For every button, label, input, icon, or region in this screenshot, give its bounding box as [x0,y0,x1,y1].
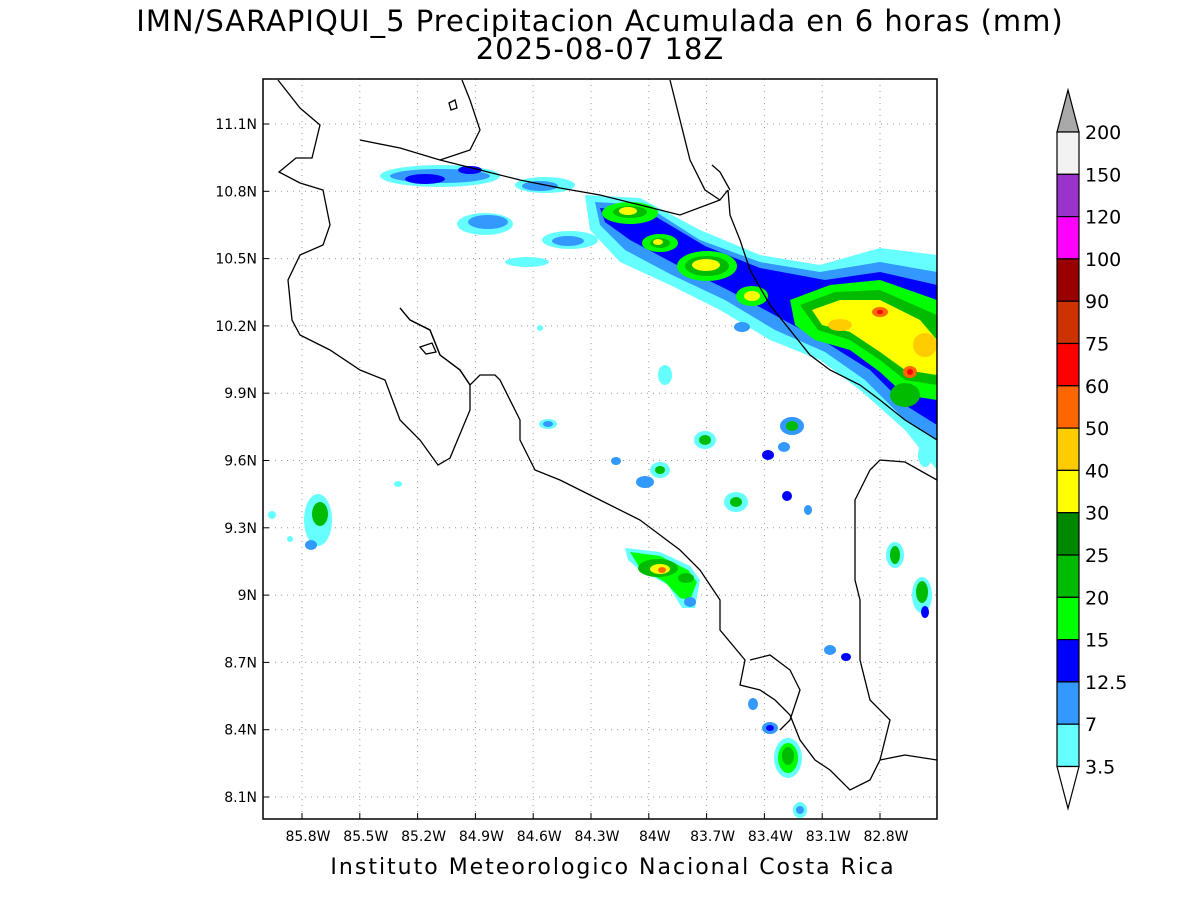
colorbar-label: 40 [1085,460,1109,482]
colorbar-swatch [1056,512,1080,556]
colorbar-label: 7 [1085,714,1097,736]
colorbar-label: 12.5 [1085,672,1127,694]
latitude-axis: 11.1N 10.8N 10.5N 10.2N 9.9N 9.6N 9.3N 9N 8.7N 8.… [215,117,269,806]
colorbar-swatch [1056,131,1080,175]
lat-tick-label: 10.5N [215,252,257,268]
lon-tick-label: 83.1W [806,829,851,845]
lat-tick-label: 8.1N [224,790,257,806]
colorbar-swatch [1056,427,1080,472]
colorbar-label: 75 [1085,334,1109,356]
colorbar-label: 120 [1085,207,1121,229]
colorbar-swatch [1056,258,1080,302]
lat-tick-label: 10.2N [215,319,257,335]
colorbar-label: 25 [1085,545,1109,567]
colorbar-bottom-arrow [1056,765,1080,811]
lat-tick-label: 9.6N [224,454,257,470]
lon-tick-label: 84.3W [574,829,619,845]
colorbar-swatch [1056,342,1080,387]
lat-tick-label: 10.8N [215,184,257,200]
colorbar-swatch [1056,385,1080,429]
colorbar-swatch [1056,596,1080,641]
colorbar-label: 50 [1085,418,1109,440]
coastline-lines [277,79,937,791]
lon-tick-label: 83.4W [748,829,793,845]
longitude-axis: 85.8W 85.5W 85.2W 84.9W 84.6W 84.3W 84W 83.7W 83… [285,813,909,845]
colorbar-label: 20 [1085,587,1109,609]
colorbar-label: 100 [1085,249,1121,271]
map-grid [263,79,937,819]
colorbar-label: 60 [1085,376,1109,398]
precipitation-field [268,165,937,818]
lat-tick-label: 11.1N [215,117,257,133]
lat-tick-label: 9.3N [224,521,257,537]
lon-tick-label: 84.9W [459,829,504,845]
lon-tick-label: 85.2W [401,829,446,845]
lon-tick-label: 84W [639,829,671,845]
map-title: IMN/SARAPIQUI_5 Precipitacion Acumulada … [136,4,1064,38]
colorbar-label: 15 [1085,630,1109,652]
lat-tick-label: 8.7N [224,655,257,671]
colorbar-swatch [1056,681,1080,725]
lon-tick-label: 84.6W [517,829,562,845]
lon-tick-label: 85.5W [343,829,388,845]
colorbar-swatch [1056,469,1080,514]
lat-tick-label: 8.4N [224,723,257,739]
colorbar-swatch [1056,300,1080,345]
lat-tick-label: 9N [238,588,257,604]
colorbar-swatch [1056,173,1080,218]
colorbar-top-arrow [1056,87,1080,133]
colorbar-label: 30 [1085,503,1109,525]
colorbar-swatch [1056,554,1080,598]
map-date: 2025-08-07 18Z [475,32,725,66]
colorbar-label: 3.5 [1085,757,1115,779]
lon-tick-label: 85.8W [285,829,330,845]
footer-credit: Instituto Meteorologico Nacional Costa R… [330,855,896,880]
lon-tick-label: 83.7W [690,829,735,845]
colorbar-label: 200 [1085,122,1121,144]
colorbar-label: 150 [1085,164,1121,186]
colorbar-swatch [1056,723,1080,768]
colorbar-swatch [1056,216,1080,260]
map-frame [262,78,938,820]
lon-tick-label: 82.8W [863,829,908,845]
colorbar-swatch [1056,638,1080,683]
colorbar-label: 90 [1085,291,1109,313]
colorbar-legend: 200 150 120 100 90 75 60 50 40 30 25 20 15 12.5 7 3.5 [1056,87,1127,811]
lat-tick-label: 9.9N [224,386,257,402]
